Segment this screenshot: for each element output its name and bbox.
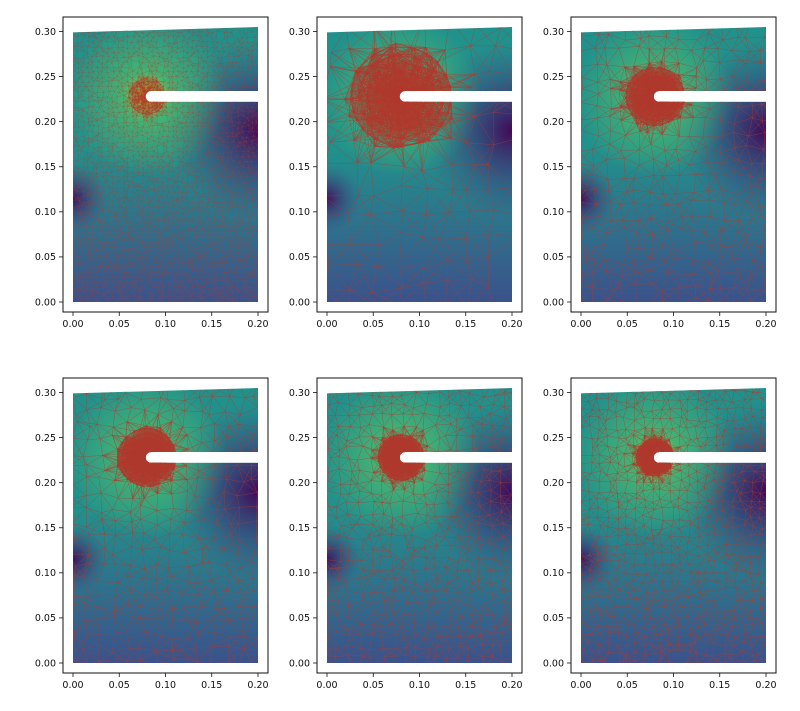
subplot-row1-col3: 0.00 0.05 0.10 0.15 0.20 0.25 0.30 0.00 0.05 0.10… [543,16,777,330]
y-tick-label: 0.25 [35,433,56,444]
x-tick-label: 0.20 [501,680,522,691]
y-tick-label: 0.15 [35,162,56,173]
y-tick-label: 0.25 [289,433,310,444]
subplot-row2-col1: 0.00 0.05 0.10 0.15 0.20 0.25 0.30 0.00 0.05 0.10… [35,377,269,691]
x-tick-label: 0.15 [201,319,222,330]
subplot-row1-col2: 0.00 0.05 0.10 0.15 0.20 0.25 0.30 0.00 0.05 0.10… [289,16,523,330]
y-tick-label: 0.10 [543,568,564,579]
x-tick-label: 0.10 [409,680,430,691]
x-tick-label: 0.15 [709,680,730,691]
x-tick-label: 0.10 [663,319,684,330]
y-tick-label: 0.05 [289,252,310,263]
y-tick-label: 0.20 [35,478,56,489]
y-tick-label: 0.30 [543,388,564,399]
y-tick-label: 0.00 [35,297,56,308]
x-tick-label: 0.10 [155,319,176,330]
x-tick-label: 0.20 [247,680,268,691]
y-tick-label: 0.20 [289,478,310,489]
y-tick-label: 0.00 [289,297,310,308]
x-tick-label: 0.00 [62,319,83,330]
subplot-grid: 0.00 0.05 0.10 0.15 0.20 0.25 0.30 0.00 0.05 0.10… [35,16,777,691]
field-crack-tip [581,388,766,663]
y-tick-label: 0.30 [35,388,56,399]
field-row2-col3 [581,388,766,663]
field-crack-tip [581,27,766,302]
x-tick-label: 0.00 [570,680,591,691]
x-tick-label: 0.10 [155,680,176,691]
y-tick-label: 0.10 [289,568,310,579]
x-tick-label: 0.20 [501,319,522,330]
field-crack-tip [73,27,258,302]
mesh-row1-col1 [73,27,258,302]
y-tick-label: 0.05 [35,613,56,624]
x-tick-label: 0.00 [570,319,591,330]
y-tick-label: 0.20 [35,117,56,128]
x-tick-label: 0.05 [363,319,384,330]
y-tick-label: 0.05 [35,252,56,263]
y-tick-label: 0.15 [543,162,564,173]
y-tick-label: 0.10 [543,207,564,218]
y-tick-label: 0.10 [35,207,56,218]
y-tick-label: 0.05 [543,252,564,263]
x-tick-label: 0.05 [617,680,638,691]
field-row2-col1 [73,388,258,663]
y-tick-label: 0.00 [289,658,310,669]
y-tick-label: 0.15 [289,162,310,173]
y-tick-label: 0.10 [289,207,310,218]
y-tick-label: 0.20 [543,478,564,489]
y-tick-label: 0.30 [35,27,56,38]
x-tick-label: 0.00 [316,319,337,330]
x-tick-label: 0.20 [247,319,268,330]
y-tick-label: 0.25 [35,72,56,83]
x-tick-label: 0.10 [409,319,430,330]
x-tick-label: 0.20 [755,319,776,330]
y-tick-label: 0.00 [35,658,56,669]
field-row2-col2 [327,388,512,663]
y-tick-label: 0.15 [289,523,310,534]
x-tick-label: 0.00 [62,680,83,691]
x-tick-label: 0.10 [663,680,684,691]
y-tick-label: 0.00 [543,658,564,669]
y-tick-label: 0.30 [289,388,310,399]
mesh-edges [73,27,258,302]
y-tick-label: 0.00 [543,297,564,308]
y-tick-label: 0.15 [543,523,564,534]
y-tick-label: 0.30 [289,27,310,38]
x-tick-label: 0.05 [109,680,130,691]
y-tick-label: 0.20 [543,117,564,128]
x-tick-label: 0.15 [709,319,730,330]
subplot-row2-col3: 0.00 0.05 0.10 0.15 0.20 0.25 0.30 0.00 0.05 0.10… [543,377,777,691]
field-row1-col2 [327,27,512,302]
y-tick-label: 0.25 [543,433,564,444]
field-row1-col3 [581,27,766,302]
x-tick-label: 0.15 [455,319,476,330]
subplot-row2-col2: 0.00 0.05 0.10 0.15 0.20 0.25 0.30 0.00 0.05 0.10… [289,377,523,691]
y-tick-label: 0.10 [35,568,56,579]
x-tick-label: 0.05 [617,319,638,330]
field-row1-col1 [73,27,258,302]
y-tick-label: 0.25 [543,72,564,83]
y-tick-label: 0.30 [543,27,564,38]
x-tick-label: 0.15 [201,680,222,691]
x-tick-label: 0.05 [109,319,130,330]
y-tick-label: 0.20 [289,117,310,128]
subplot-row1-col1: 0.00 0.05 0.10 0.15 0.20 0.25 0.30 0.00 0.05 0.10… [35,16,269,330]
y-tick-label: 0.05 [543,613,564,624]
x-tick-label: 0.05 [363,680,384,691]
x-tick-label: 0.00 [316,680,337,691]
y-tick-label: 0.25 [289,72,310,83]
x-tick-label: 0.15 [455,680,476,691]
x-tick-label: 0.20 [755,680,776,691]
y-tick-label: 0.05 [289,613,310,624]
y-tick-label: 0.15 [35,523,56,534]
